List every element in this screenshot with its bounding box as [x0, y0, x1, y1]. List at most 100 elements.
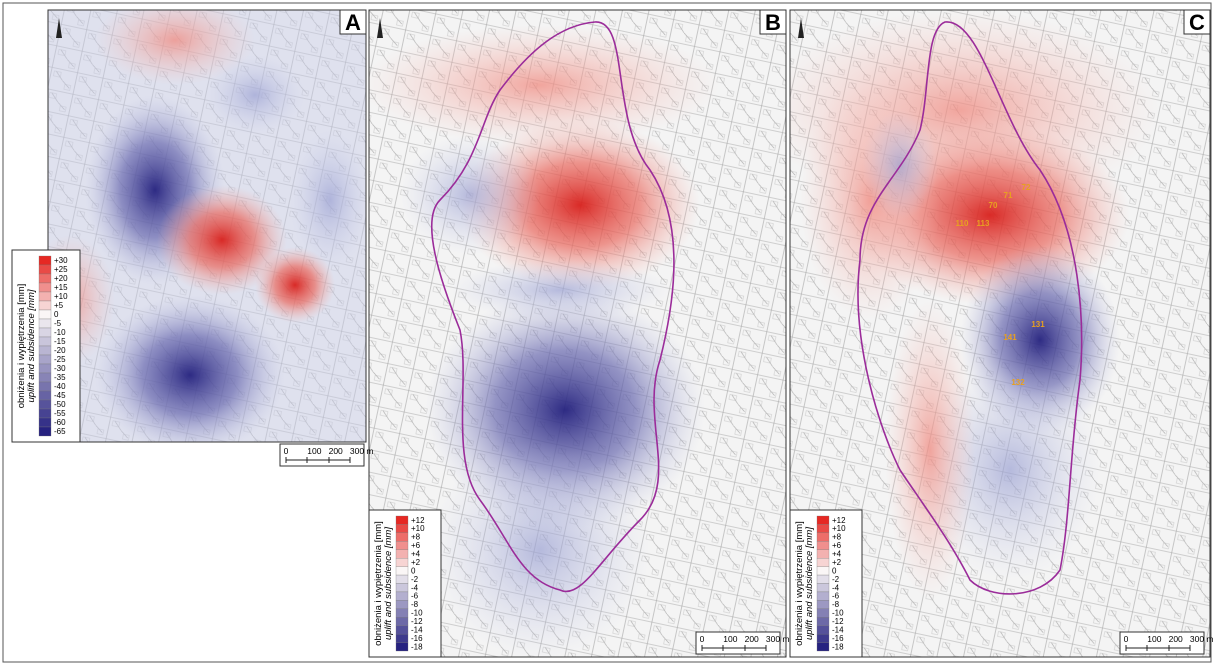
legend-swatch — [817, 626, 829, 634]
legend-label: -20 — [54, 346, 66, 355]
legend-swatch — [39, 310, 51, 319]
page: Aobniżenia i wypiętrzenia [mm]uplift and… — [0, 0, 1214, 670]
legend-swatch — [817, 592, 829, 600]
scale-label: 300 m — [1190, 634, 1214, 644]
legend-swatch — [39, 256, 51, 265]
point-label: 113 — [977, 219, 990, 228]
legend-label: +10 — [54, 292, 68, 301]
scale-label: 300 m — [766, 634, 790, 644]
panel-letter: A — [345, 10, 361, 35]
legend-swatch — [396, 634, 408, 642]
legend-swatch — [396, 558, 408, 566]
legend-swatch — [396, 626, 408, 634]
legend-swatch — [817, 558, 829, 566]
point-label: 72 — [1022, 183, 1031, 192]
scale-label: 300 m — [350, 446, 374, 456]
legend-label: -25 — [54, 355, 66, 364]
legend-swatch — [39, 355, 51, 364]
legend-swatch — [396, 516, 408, 524]
legend-swatch — [817, 575, 829, 583]
figure: Aobniżenia i wypiętrzenia [mm]uplift and… — [0, 0, 1214, 665]
legend-swatch — [39, 364, 51, 373]
legend-swatch — [39, 391, 51, 400]
legend-subtitle: uplift and subsidence [mm] — [804, 527, 815, 640]
legend-swatch — [396, 592, 408, 600]
legend-swatch — [817, 600, 829, 608]
legend-swatch — [396, 609, 408, 617]
legend-label: -55 — [54, 409, 66, 418]
legend-swatch — [39, 373, 51, 382]
scale-label: 100 — [723, 634, 737, 644]
legend-swatch — [39, 319, 51, 328]
panel-letter: B — [765, 10, 781, 35]
legend-swatch — [396, 567, 408, 575]
legend-label: -50 — [54, 400, 66, 409]
legend-swatch — [396, 643, 408, 651]
legend-subtitle: uplift and subsidence [mm] — [26, 289, 37, 402]
point-label: 131 — [1031, 320, 1045, 329]
legend-swatch — [39, 409, 51, 418]
point-label: 71 — [1004, 191, 1013, 200]
legend-swatch — [817, 609, 829, 617]
scale-label: 200 — [745, 634, 759, 644]
legend-label: -35 — [54, 373, 66, 382]
legend-swatch — [817, 516, 829, 524]
legend-label: -45 — [54, 391, 66, 400]
scale-label: 0 — [284, 446, 289, 456]
legend-label: -18 — [832, 642, 844, 651]
legend-swatch — [396, 541, 408, 549]
legend-label: -18 — [411, 642, 423, 651]
legend-swatch — [817, 524, 829, 532]
legend-swatch — [396, 584, 408, 592]
legend-swatch — [39, 301, 51, 310]
legend-swatch — [817, 584, 829, 592]
legend-swatch — [817, 643, 829, 651]
legend-swatch — [817, 550, 829, 558]
point-label: 110 — [956, 219, 969, 228]
legend-swatch — [396, 550, 408, 558]
scale-label: 100 — [307, 446, 321, 456]
legend-swatch — [817, 541, 829, 549]
legend-swatch — [817, 567, 829, 575]
legend-label: +5 — [54, 301, 64, 310]
point-label: 132 — [1011, 378, 1025, 387]
legend-label: -60 — [54, 418, 66, 427]
legend-label: +30 — [54, 256, 68, 265]
panel-letter: C — [1189, 10, 1205, 35]
legend-swatch — [39, 292, 51, 301]
scale-label: 0 — [1124, 634, 1129, 644]
legend-swatch — [396, 617, 408, 625]
legend-label: +15 — [54, 283, 68, 292]
legend-label: -30 — [54, 364, 66, 373]
legend-swatch — [39, 400, 51, 409]
scale-label: 200 — [329, 446, 343, 456]
legend-swatch — [39, 418, 51, 427]
legend-swatch — [39, 382, 51, 391]
legend-swatch — [39, 274, 51, 283]
legend-swatch — [817, 617, 829, 625]
legend-swatch — [396, 575, 408, 583]
point-label: 141 — [1003, 333, 1017, 342]
legend-swatch — [817, 634, 829, 642]
legend-swatch — [39, 328, 51, 337]
legend-swatch — [396, 600, 408, 608]
legend-label: +25 — [54, 265, 68, 274]
legend-swatch — [39, 346, 51, 355]
legend-label: +20 — [54, 274, 68, 283]
legend-swatch — [39, 265, 51, 274]
scale-label: 200 — [1169, 634, 1183, 644]
legend-label: -40 — [54, 382, 66, 391]
legend-label: -5 — [54, 319, 62, 328]
legend-label: -65 — [54, 427, 66, 436]
legend-swatch — [396, 533, 408, 541]
scale-label: 0 — [700, 634, 705, 644]
legend-subtitle: uplift and subsidence [mm] — [383, 527, 394, 640]
legend-swatch — [817, 533, 829, 541]
point-label: 70 — [989, 201, 998, 210]
scale-label: 100 — [1147, 634, 1161, 644]
legend-swatch — [396, 524, 408, 532]
legend-swatch — [39, 427, 51, 436]
legend-swatch — [39, 337, 51, 346]
legend-label: -10 — [54, 328, 66, 337]
legend-label: -15 — [54, 337, 66, 346]
